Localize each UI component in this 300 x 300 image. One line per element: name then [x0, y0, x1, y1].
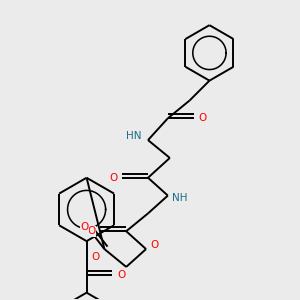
Text: O: O — [92, 252, 100, 262]
Text: O: O — [117, 270, 125, 280]
Text: O: O — [198, 113, 207, 123]
Text: O: O — [87, 226, 96, 236]
Text: HN: HN — [126, 131, 142, 141]
Text: NH: NH — [172, 193, 188, 202]
Text: O: O — [80, 222, 89, 232]
Text: O: O — [109, 173, 118, 183]
Text: O: O — [151, 240, 159, 250]
